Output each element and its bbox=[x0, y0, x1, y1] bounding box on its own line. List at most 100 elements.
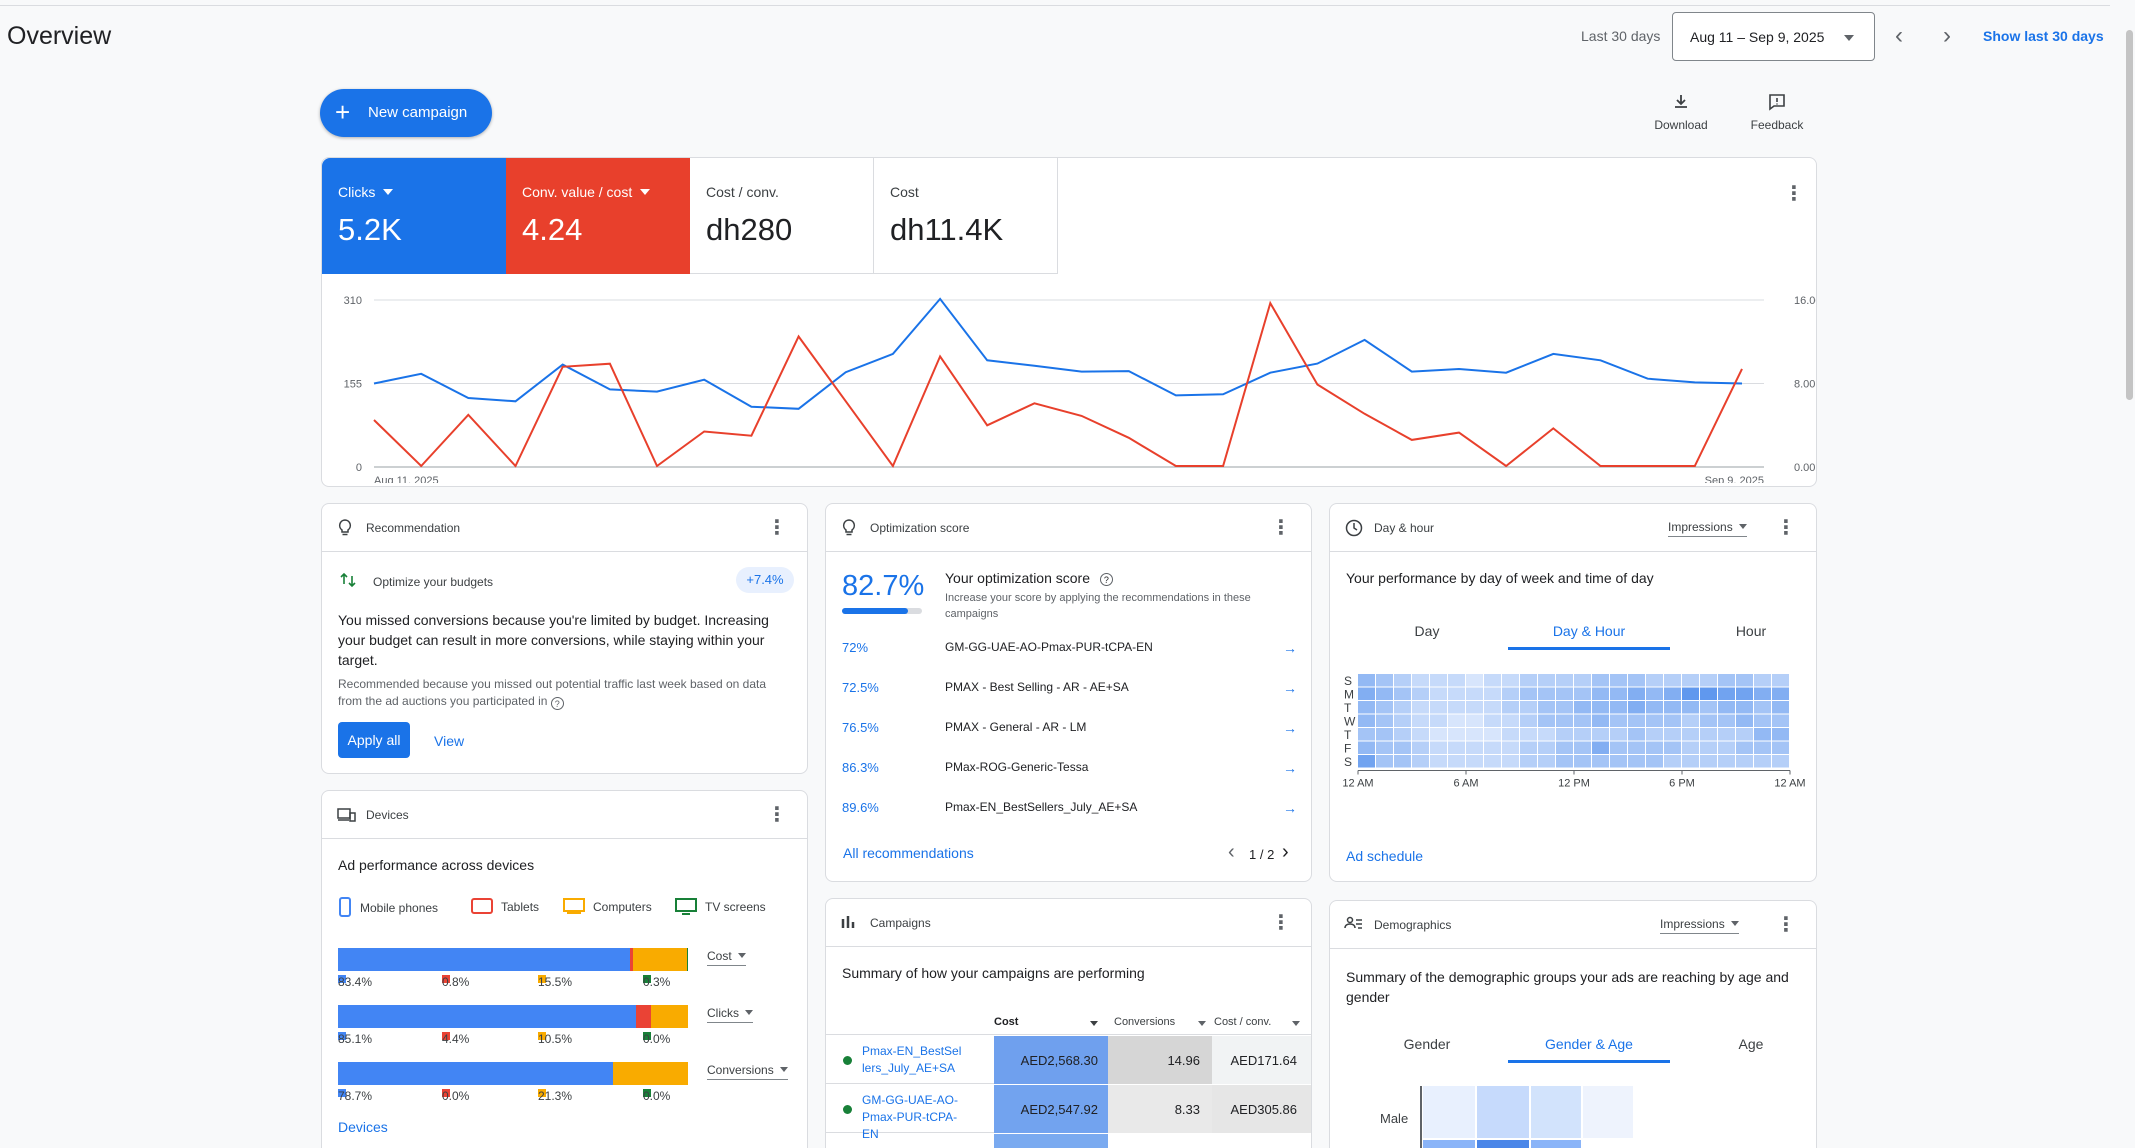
device-metric-dropdown[interactable]: Conversions bbox=[707, 1063, 788, 1080]
more-vert-icon[interactable]: ⋮ bbox=[1776, 914, 1796, 936]
page-scrollbar[interactable] bbox=[2126, 30, 2133, 400]
heatmap-cell bbox=[1520, 674, 1537, 687]
heatmap-cell bbox=[1376, 741, 1393, 754]
campaign-name-link[interactable]: Pmax-EN_BestSellers_July_AE+SA bbox=[862, 1044, 962, 1075]
heatmap-cell bbox=[1502, 701, 1519, 714]
heatmap-cell bbox=[1538, 687, 1555, 700]
tab-gender[interactable]: Gender bbox=[1403, 1036, 1451, 1052]
heatmap-cell bbox=[1394, 674, 1411, 687]
col-header-conversions[interactable]: Conversions bbox=[1114, 1016, 1210, 1028]
heatmap-cell bbox=[1412, 741, 1429, 754]
panel-title: Recommendation bbox=[366, 521, 461, 535]
device-metric-dropdown[interactable]: Cost bbox=[707, 949, 746, 966]
recommendation-header: Recommendation ⋮ bbox=[322, 504, 807, 552]
pct-value: 78.7% bbox=[338, 1089, 373, 1103]
arrow-right-icon[interactable]: → bbox=[1283, 760, 1297, 776]
left-axis-tick: 155 bbox=[344, 379, 362, 391]
col-header-cost-per-conv[interactable]: Cost / conv. bbox=[1214, 1016, 1306, 1028]
opt-campaign-name: PMax-ROG-Generic-Tessa bbox=[945, 760, 1089, 774]
right-axis-tick: 0.00 bbox=[1794, 462, 1815, 474]
heatmap-cell bbox=[1736, 687, 1753, 700]
arrow-right-icon[interactable]: → bbox=[1283, 800, 1297, 816]
more-vert-icon[interactable]: ⋮ bbox=[767, 517, 787, 539]
more-vert-icon[interactable]: ⋮ bbox=[1271, 517, 1291, 539]
opt-campaign-row[interactable]: 72.5% PMAX - Best Selling - AR - AE+SA → bbox=[842, 680, 1297, 700]
new-campaign-button[interactable]: + New campaign bbox=[320, 89, 492, 137]
heatmap-cell bbox=[1772, 728, 1789, 741]
tab-age[interactable]: Age bbox=[1738, 1036, 1764, 1052]
col-header-cost[interactable]: Cost bbox=[994, 1016, 1106, 1028]
help-icon[interactable]: ? bbox=[550, 697, 564, 710]
tab-day[interactable]: Day bbox=[1414, 623, 1440, 639]
download-button[interactable]: Download bbox=[1641, 92, 1721, 132]
metric-cost-per-conv[interactable]: Cost / conv. dh280 bbox=[690, 158, 874, 274]
more-vert-icon[interactable]: ⋮ bbox=[1271, 912, 1291, 934]
heatmap-cell bbox=[1646, 755, 1663, 768]
metric-conv-value-cost[interactable]: Conv. value / cost 4.24 bbox=[506, 158, 690, 274]
metric-label: Cost / conv. bbox=[706, 184, 779, 200]
device-percentages: 85.1% 4.4% 10.5% 0.0% bbox=[338, 1032, 688, 1046]
heatmap-cell bbox=[1502, 674, 1519, 687]
opt-campaign-row[interactable]: 72% GM-GG-UAE-AO-Pmax-PUR-tCPA-EN → bbox=[842, 640, 1297, 660]
campaign-name-link[interactable]: GM-GG-UAE-AO-Pmax-PUR-tCPA-EN bbox=[862, 1093, 958, 1141]
optimization-subtext: Increase your score by applying the reco… bbox=[945, 592, 1251, 620]
more-vert-icon[interactable]: ⋮ bbox=[1776, 517, 1796, 539]
heatmap-cell bbox=[1430, 687, 1447, 700]
chevron-right-icon[interactable]: › bbox=[1282, 841, 1289, 863]
show-last-30-days-link[interactable]: Show last 30 days bbox=[1983, 28, 2104, 44]
chevron-right-icon[interactable]: › bbox=[1943, 22, 1951, 49]
heatmap-cell bbox=[1574, 741, 1591, 754]
heatmap-cell bbox=[1736, 674, 1753, 687]
arrow-right-icon[interactable]: → bbox=[1283, 680, 1297, 696]
tab-gender-age[interactable]: Gender & Age bbox=[1508, 1027, 1670, 1063]
device-metric-dropdown[interactable]: Clicks bbox=[707, 1006, 753, 1023]
ad-schedule-link[interactable]: Ad schedule bbox=[1346, 848, 1424, 864]
metric-cost[interactable]: Cost dh11.4K bbox=[874, 158, 1058, 274]
arrow-right-icon[interactable]: → bbox=[1283, 640, 1297, 656]
heatmap-cell bbox=[1736, 741, 1753, 754]
arrow-right-icon[interactable]: → bbox=[1283, 720, 1297, 736]
chevron-left-icon[interactable]: ‹ bbox=[1895, 22, 1903, 49]
opt-campaign-row[interactable]: 86.3% PMax-ROG-Generic-Tessa → bbox=[842, 760, 1297, 780]
metric-value: dh280 bbox=[706, 212, 793, 247]
panel-title: Devices bbox=[366, 808, 409, 822]
more-vert-icon[interactable]: ⋮ bbox=[1784, 183, 1804, 205]
table-row[interactable]: GM-GG-UAE-AO-Pmax-PUR-tCPA-EN AED2,547.9… bbox=[826, 1085, 1311, 1141]
heatmap-cell bbox=[1376, 728, 1393, 741]
legend-label: Mobile phones bbox=[360, 901, 439, 915]
pct-value: 10.5% bbox=[538, 1032, 573, 1046]
pct-value: 15.5% bbox=[538, 975, 573, 989]
heatmap-cell bbox=[1664, 755, 1681, 768]
opt-campaign-row[interactable]: 89.6% Pmax-EN_BestSellers_July_AE+SA → bbox=[842, 800, 1297, 820]
heatmap-cell bbox=[1448, 687, 1465, 700]
cell-cost: AED2,547.92 bbox=[994, 1085, 1108, 1133]
tab-hour[interactable]: Hour bbox=[1735, 623, 1767, 639]
table-row[interactable]: Pmax-EN_BestSellers_July_AE+SA AED2,568.… bbox=[826, 1036, 1311, 1084]
date-range-select[interactable]: Aug 11 – Sep 9, 2025 bbox=[1672, 12, 1875, 61]
heatmap-cell bbox=[1772, 687, 1789, 700]
chevron-left-icon[interactable]: ‹ bbox=[1228, 841, 1235, 863]
heatmap-cell bbox=[1772, 701, 1789, 714]
performance-card: Clicks 5.2K Conv. value / cost 4.24 Cost… bbox=[321, 157, 1817, 487]
tablet-icon bbox=[471, 898, 493, 914]
heatmap-cell bbox=[1430, 728, 1447, 741]
opt-campaign-row[interactable]: 76.5% PMAX - General - AR - LM → bbox=[842, 720, 1297, 740]
all-recommendations-link[interactable]: All recommendations bbox=[843, 845, 974, 861]
caret-down-icon bbox=[383, 189, 394, 195]
feedback-button[interactable]: Feedback bbox=[1737, 92, 1817, 132]
apply-all-button[interactable]: Apply all bbox=[338, 722, 410, 758]
more-vert-icon[interactable]: ⋮ bbox=[767, 804, 787, 826]
demographics-metric-dropdown[interactable]: Impressions bbox=[1660, 917, 1739, 934]
legend-tv-screens: TV screens bbox=[675, 897, 766, 915]
heatmap-hour-label: 12 AM bbox=[1342, 778, 1373, 790]
view-button[interactable]: View bbox=[434, 733, 465, 749]
devices-link[interactable]: Devices bbox=[338, 1119, 388, 1135]
col-label: Conversions bbox=[1114, 1016, 1176, 1028]
tab-day-hour[interactable]: Day & Hour bbox=[1508, 614, 1670, 650]
day-hour-metric-dropdown[interactable]: Impressions bbox=[1668, 520, 1747, 537]
heatmap-cell bbox=[1754, 674, 1771, 687]
heatmap-cell bbox=[1466, 728, 1483, 741]
metric-clicks[interactable]: Clicks 5.2K bbox=[322, 158, 506, 274]
help-icon[interactable]: ? bbox=[1099, 573, 1113, 586]
panel-title: Campaigns bbox=[870, 916, 931, 930]
